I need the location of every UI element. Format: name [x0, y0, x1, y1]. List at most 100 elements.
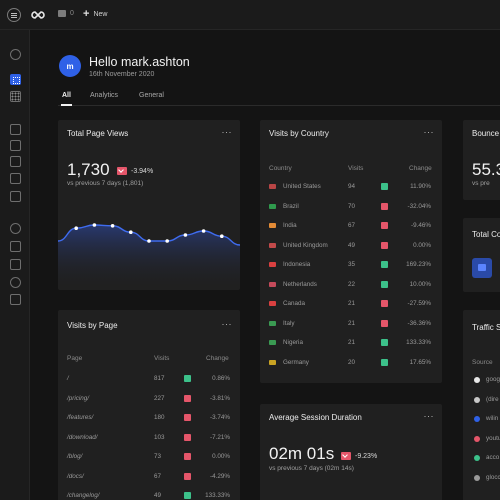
visits-by-country-card: Visits by Country ··· Country Visits Cha… [260, 120, 442, 383]
table-row[interactable]: /blog/73 0.00% [58, 451, 240, 465]
trend-down-icon [117, 167, 127, 175]
more-options-icon[interactable]: ··· [423, 127, 434, 137]
sidebar [0, 30, 30, 500]
more-options-icon[interactable]: ··· [423, 411, 434, 421]
table-row[interactable]: acco [463, 452, 500, 466]
visit-count: 20 [348, 358, 356, 366]
lightning-icon[interactable] [10, 223, 21, 234]
change-value: 133.33% [205, 492, 230, 499]
more-options-icon[interactable]: ··· [221, 319, 232, 329]
avatar[interactable]: m [59, 55, 81, 77]
flag-icon [269, 242, 276, 248]
page-views-sparkline [58, 223, 240, 290]
col-change: Change [409, 165, 432, 172]
table-row[interactable]: / 817 0.86% [58, 373, 240, 387]
country-name: United Kingdom [283, 241, 328, 249]
table-row[interactable]: Germany 20 17.65% [260, 357, 442, 371]
source-name: goog [486, 376, 500, 383]
table-row[interactable]: /download/103 -7.21% [58, 432, 240, 446]
users-icon[interactable] [10, 259, 21, 270]
sparkline-point [201, 229, 206, 233]
source-icon [474, 416, 480, 422]
trend-up-icon [381, 261, 388, 268]
change-value: 133.33% [406, 339, 431, 346]
search-icon[interactable] [10, 49, 21, 60]
visits-by-page-card: Visits by Page ··· Page Visits Change / 8… [58, 310, 240, 500]
visit-count: 67 [348, 222, 356, 229]
avg-session-card: Average Session Duration ··· 02m 01s -9.… [260, 404, 442, 500]
table-row[interactable]: United States 94 11.90% [260, 181, 442, 195]
table-row[interactable]: India 67 -9.46% [260, 220, 442, 234]
source-icon [474, 455, 480, 461]
page-path: /changelog/ [67, 492, 100, 499]
visit-count: 67 [154, 472, 162, 480]
trend-down-icon [184, 394, 191, 402]
list-icon[interactable] [10, 140, 21, 151]
trend-down-icon [184, 433, 191, 441]
sparkline-point [220, 234, 224, 238]
flag-icon [269, 203, 276, 209]
visit-count: 49 [348, 241, 356, 249]
table-row[interactable]: wilin [463, 413, 500, 427]
flag-icon [269, 301, 276, 306]
sparkline-point [129, 230, 133, 234]
change-value: -3.74% [210, 414, 230, 421]
flash-icon[interactable] [10, 241, 21, 252]
table-row[interactable]: /features/180 -3.74% [58, 412, 240, 426]
table-row[interactable]: /changelog/49 133.33% [58, 490, 240, 500]
bounce-compare: vs pre [472, 180, 490, 187]
flag-icon [269, 184, 276, 189]
archive-icon[interactable] [10, 173, 21, 184]
plus-icon: + [83, 8, 90, 20]
card-title: Traffic S [472, 323, 500, 332]
settings-icon[interactable] [10, 277, 21, 288]
table-row[interactable]: Italy 21 -36.36% [260, 318, 442, 332]
sparkline-point [110, 224, 115, 228]
table-row[interactable]: Indonesia 35 169.23% [260, 259, 442, 273]
table-row[interactable]: United Kingdom 49 0.00% [260, 240, 442, 254]
more-options-icon[interactable]: ··· [221, 127, 232, 137]
country-name: Canada [283, 300, 306, 307]
table-row[interactable]: /pricing/227 -3.81% [58, 393, 240, 407]
apps-grid-icon[interactable] [10, 91, 21, 102]
change-value: -3.81% [210, 394, 230, 402]
image-icon[interactable] [10, 156, 21, 167]
trend-down-icon [381, 222, 388, 229]
new-label: New [93, 10, 108, 18]
monitor-icon[interactable] [10, 191, 21, 202]
sliders-icon[interactable] [10, 294, 21, 305]
source-name: wilin [486, 415, 499, 422]
col-visits: Visits [348, 165, 364, 172]
col-visits: Visits [154, 355, 170, 362]
table-row[interactable]: /docs/67 -4.29% [58, 471, 240, 485]
table-row[interactable]: goog [463, 374, 500, 388]
trend-up-icon [381, 183, 388, 190]
table-row[interactable]: Nigeria 21 133.33% [260, 337, 442, 351]
trend-down-icon [381, 241, 388, 249]
trend-down-icon [381, 319, 388, 327]
tab-general[interactable]: General [139, 92, 164, 99]
visit-count: 49 [154, 492, 162, 499]
new-button[interactable]: + New [83, 8, 108, 20]
table-row[interactable]: glocc [463, 472, 500, 486]
tab-all[interactable]: All [61, 92, 72, 106]
sparkline-point [92, 223, 97, 227]
table-row[interactable]: youtu [463, 433, 500, 447]
greeting: Hello mark.ashton [89, 55, 190, 69]
change-value: -9.23% [355, 452, 378, 460]
visit-count: 94 [348, 183, 356, 190]
col-source: Source [472, 359, 493, 366]
logo-icon[interactable] [31, 9, 45, 21]
database-icon[interactable] [10, 124, 21, 135]
table-row[interactable]: Canada 21 -27.59% [260, 298, 442, 312]
card-title: Total Co [472, 230, 500, 239]
table-row[interactable]: Brazil 70 -32.04% [260, 201, 442, 215]
table-row[interactable]: (dire [463, 394, 500, 408]
comments-button[interactable]: 0 [58, 10, 74, 17]
page-path: /blog/ [67, 453, 83, 460]
table-row[interactable]: Netherlands 22 10.00% [260, 279, 442, 293]
menu-icon[interactable] [7, 8, 21, 22]
trend-down-icon [341, 452, 351, 460]
dashboard-icon[interactable] [10, 74, 21, 85]
tab-analytics[interactable]: Analytics [90, 92, 119, 99]
